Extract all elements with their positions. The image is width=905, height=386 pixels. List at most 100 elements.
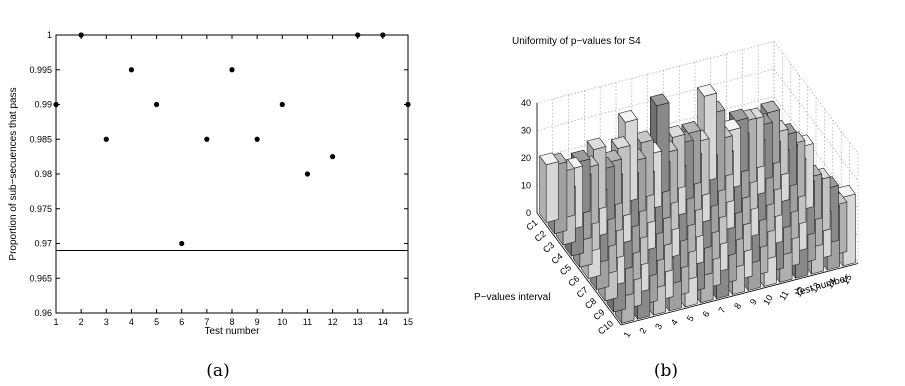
data-point	[128, 67, 135, 73]
y-tick-label: 0.99	[34, 100, 52, 110]
data-point	[78, 32, 84, 38]
x-tick-label: 8	[229, 317, 234, 327]
x-tick-label: 10	[277, 317, 287, 327]
y-tick-label: C2	[533, 229, 548, 244]
x-tick-label: 15	[840, 273, 854, 287]
y-tick-label: C1	[524, 217, 539, 232]
grid-line	[536, 41, 775, 104]
y-tick-label: C7	[575, 285, 590, 300]
bar-top-face	[610, 136, 631, 149]
y-tick-label: C3	[541, 240, 556, 255]
x-tick-label: 5	[154, 317, 159, 327]
x-tick-label: 10	[761, 293, 775, 307]
data-point	[204, 136, 210, 142]
y-tick-label: 0.995	[29, 65, 52, 75]
x-tick-label: 5	[685, 314, 696, 323]
data-point	[279, 101, 285, 108]
y-tick-label: C4	[549, 251, 564, 266]
bar-top-face	[618, 109, 639, 123]
x-tick-label: 1	[621, 330, 632, 339]
y-tick-label: 0.965	[29, 273, 52, 283]
bar-front-face	[545, 161, 559, 223]
x-tick-label: 12	[793, 285, 807, 299]
y-tick-label: C9	[591, 307, 606, 322]
x-tick-label: 2	[79, 317, 84, 327]
y-tick-label: 0.985	[29, 134, 52, 144]
scatter-x-axis-label: Test number	[204, 326, 260, 337]
data-point	[229, 67, 235, 73]
bar-top-face	[649, 93, 670, 107]
scatter-plot-frame	[55, 34, 409, 314]
bar	[539, 152, 560, 224]
data-point	[329, 154, 336, 160]
panel-a-caption: (a)	[206, 361, 229, 381]
scatter-ticks: 1 2 3 4 5 6 7 8 9 10 11 12 13 14 150.960.9650.970.9750…	[29, 30, 413, 327]
z-tick-label: 20	[521, 153, 531, 163]
x-tick-label: 14	[378, 317, 388, 327]
data-point	[355, 32, 361, 38]
x-tick-label: 15	[403, 317, 413, 327]
z-tick-label: 0	[526, 208, 531, 218]
x-tick-label: 9	[255, 317, 260, 327]
x-tick-label: 8	[732, 301, 743, 310]
z-tick-label: 30	[521, 126, 531, 136]
y-tick-label: C6	[566, 273, 581, 288]
x-tick-label: 13	[809, 281, 823, 295]
bar-top-face	[760, 100, 781, 114]
bar-top-face	[539, 152, 560, 166]
x-tick-label: 6	[700, 309, 711, 318]
grid-line	[773, 68, 859, 182]
scatter-y-axis-label: Proportion of sub−secuences that pass	[8, 87, 19, 260]
x-tick-label: 7	[716, 305, 727, 314]
bar-side-face	[539, 155, 547, 224]
x-tick-label: 4	[129, 317, 134, 327]
scatter-panel: 1 2 3 4 5 6 7 8 9 10 11 12 13 14 150.960.9650.970.9750…	[8, 30, 413, 381]
bar3d-y-axis-label: P−values interval	[474, 292, 550, 303]
axis-line	[536, 212, 622, 326]
panel-b-caption: (b)	[654, 361, 678, 381]
grid-line	[773, 41, 859, 154]
bar3d-bars	[539, 83, 856, 325]
bar-top-face	[586, 137, 607, 151]
y-tick-label: 0.96	[34, 308, 52, 318]
y-tick-label: 0.97	[34, 239, 52, 249]
data-point	[380, 32, 386, 38]
x-tick-label: 6	[179, 317, 184, 327]
y-tick-label: 0.98	[34, 169, 52, 179]
grid-line	[536, 68, 775, 131]
bar3d-title: Uniformity of p−values for S4	[512, 36, 641, 47]
x-tick-label: 2	[637, 326, 648, 335]
data-point	[405, 101, 411, 108]
data-point	[304, 171, 311, 177]
data-point	[103, 136, 109, 142]
x-tick-label: 14	[824, 277, 838, 291]
x-tick-label: 12	[328, 317, 338, 327]
x-tick-label: 1	[53, 317, 58, 327]
x-tick-label: 4	[669, 318, 680, 327]
y-tick-label: C8	[583, 296, 598, 311]
x-tick-label: 9	[748, 297, 759, 306]
bar-top-face	[728, 108, 749, 122]
grid-line	[536, 96, 775, 159]
z-tick-label: 40	[521, 98, 531, 108]
data-point	[53, 101, 59, 108]
data-point	[254, 136, 260, 142]
x-tick-label: 13	[353, 317, 363, 327]
z-tick-label: 10	[521, 181, 531, 191]
x-tick-label: 11	[777, 289, 790, 302]
y-tick-label: 0.975	[29, 204, 52, 214]
y-tick-label: C5	[558, 262, 573, 277]
axis-line	[620, 263, 859, 326]
bar-top-face	[697, 83, 718, 97]
scatter-points	[53, 32, 411, 247]
bar3d-x-axis-label: Test number	[794, 273, 851, 299]
x-tick-label: 11	[303, 317, 312, 327]
data-point	[153, 101, 160, 108]
y-tick-label: 1	[47, 30, 52, 40]
x-tick-label: 3	[653, 322, 664, 331]
data-point	[179, 240, 185, 247]
x-tick-label: 3	[104, 317, 109, 327]
